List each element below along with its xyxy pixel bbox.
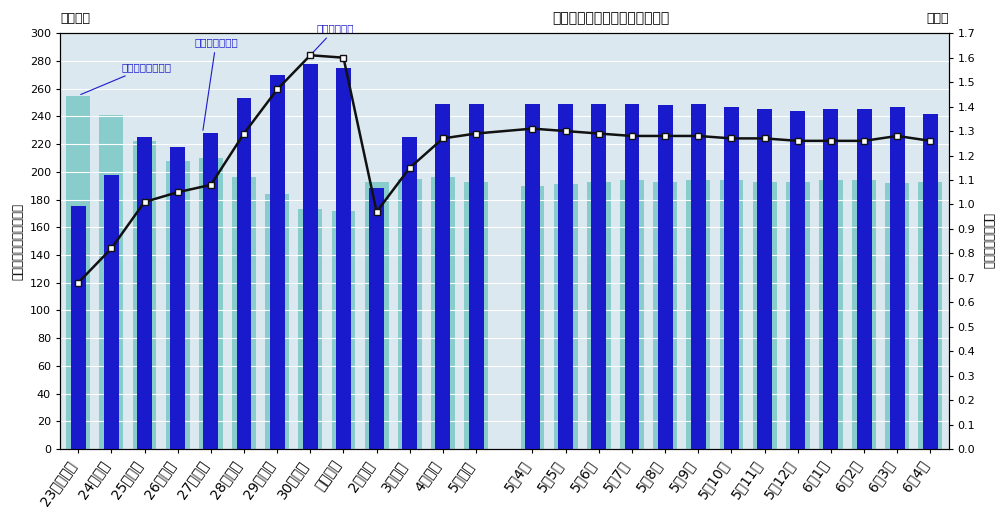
Bar	[436, 104, 451, 449]
Bar	[203, 133, 218, 449]
Bar	[586, 182, 611, 449]
Bar	[137, 137, 152, 449]
Bar	[719, 180, 743, 449]
Bar	[791, 111, 805, 449]
Bar	[918, 182, 943, 449]
Bar	[365, 182, 388, 449]
Bar	[658, 105, 673, 449]
Text: 月間有効求人数: 月間有効求人数	[194, 37, 238, 130]
Bar	[100, 115, 124, 449]
Bar	[303, 64, 318, 449]
Y-axis label: 《有効求人倍率》: 《有効求人倍率》	[982, 213, 995, 269]
Bar	[525, 104, 540, 449]
Bar	[299, 209, 322, 449]
Bar	[786, 182, 810, 449]
Bar	[469, 104, 484, 449]
Bar	[332, 211, 355, 449]
Bar	[758, 110, 772, 449]
Text: 有効求人倍率: 有効求人倍率	[312, 23, 354, 53]
Bar	[653, 182, 677, 449]
Y-axis label: 《有効求人・有効求職》: 《有効求人・有効求職》	[11, 202, 24, 280]
Bar	[104, 174, 119, 449]
Bar	[857, 110, 871, 449]
Bar	[819, 180, 843, 449]
Bar	[336, 68, 351, 449]
Bar	[553, 184, 577, 449]
Bar	[199, 158, 222, 449]
Title: 求人、求職及び求人倍率の推移: 求人、求職及び求人倍率の推移	[552, 11, 670, 25]
Bar	[232, 177, 256, 449]
Bar	[369, 188, 384, 449]
Bar	[885, 183, 909, 449]
Text: 月間有効求職者数: 月間有効求職者数	[80, 62, 171, 94]
Bar	[625, 104, 640, 449]
Bar	[824, 110, 838, 449]
Bar	[236, 99, 252, 449]
Bar	[397, 179, 422, 449]
Text: （倍）: （倍）	[927, 12, 949, 25]
Bar	[592, 104, 607, 449]
Bar	[686, 180, 710, 449]
Bar	[464, 182, 488, 449]
Bar	[752, 182, 777, 449]
Text: （万人）: （万人）	[60, 12, 90, 25]
Bar	[558, 104, 573, 449]
Bar	[852, 180, 876, 449]
Bar	[724, 107, 739, 449]
Bar	[889, 107, 904, 449]
Bar	[923, 114, 938, 449]
Bar	[266, 194, 289, 449]
Bar	[170, 147, 185, 449]
Bar	[691, 104, 706, 449]
Bar	[520, 186, 544, 449]
Bar	[431, 177, 455, 449]
Bar	[166, 161, 189, 449]
Bar	[66, 95, 91, 449]
Bar	[70, 207, 86, 449]
Bar	[133, 141, 157, 449]
Bar	[620, 180, 644, 449]
Bar	[402, 137, 417, 449]
Bar	[270, 75, 285, 449]
